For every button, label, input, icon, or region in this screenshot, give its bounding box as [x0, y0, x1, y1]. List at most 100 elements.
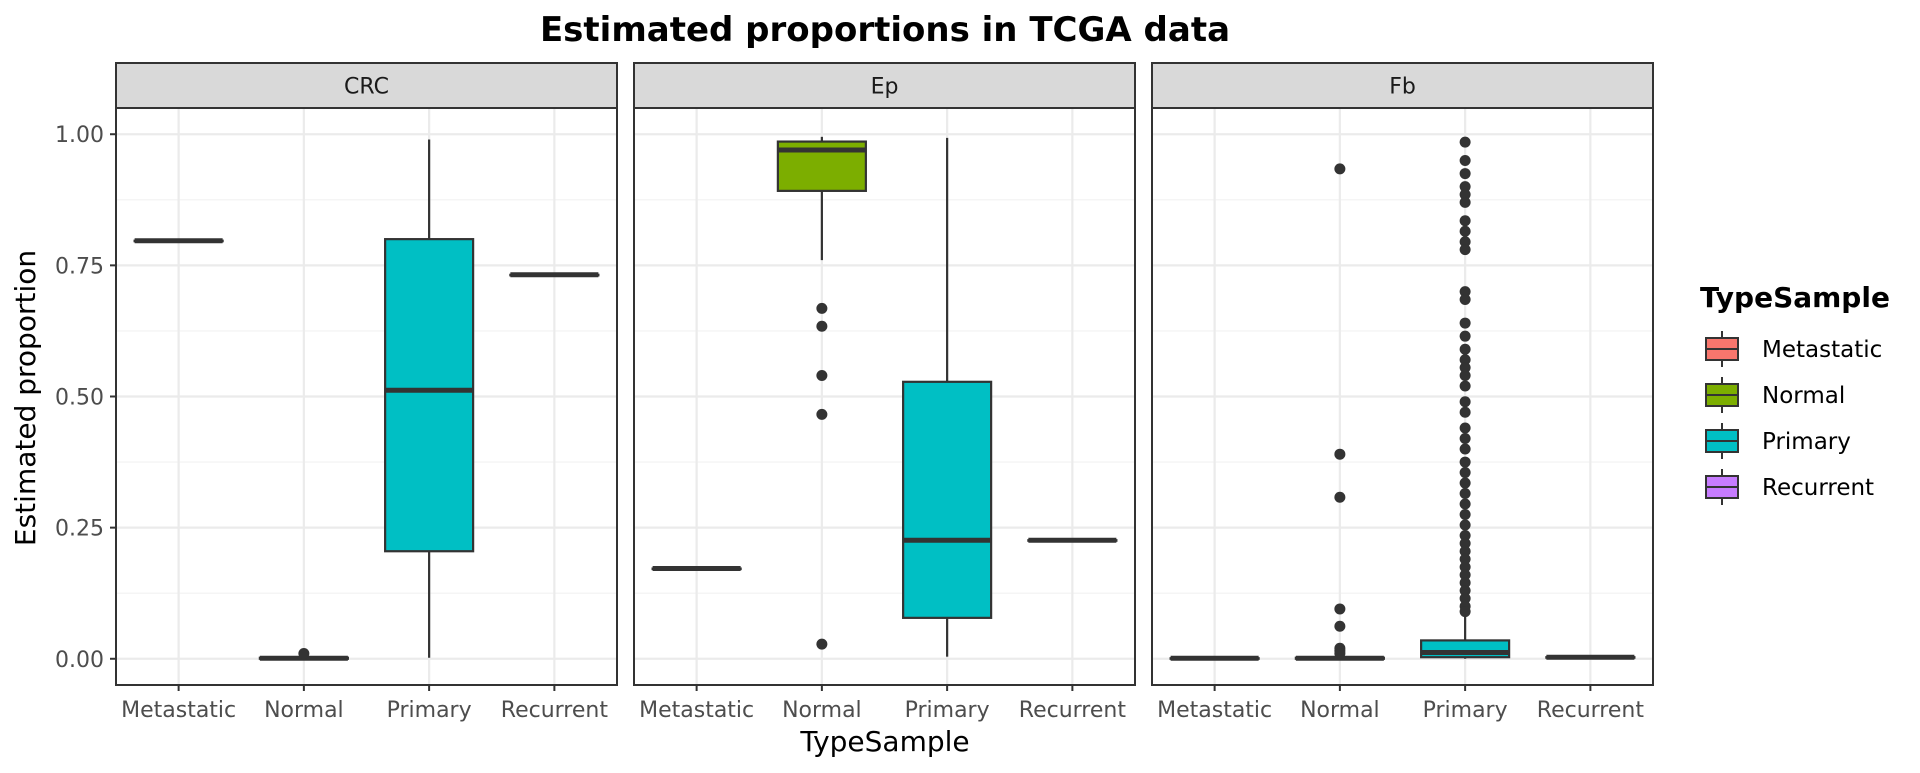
outlier-point — [1334, 491, 1346, 503]
outlier-point — [1459, 406, 1471, 418]
outlier-point — [1459, 585, 1471, 597]
legend-key-normal: Normal — [1705, 377, 1845, 413]
outlier-point — [298, 648, 310, 660]
outlier-point — [1459, 488, 1471, 500]
facet-panels: CRC Metastatic Normal Primary Recurrent Ep Met… — [115, 62, 1654, 723]
outlier-point — [1459, 181, 1471, 193]
facet-strip-label: Fb — [1389, 75, 1416, 100]
box-primary — [384, 139, 475, 658]
outlier-point — [1459, 577, 1471, 589]
outlier-point — [1459, 606, 1471, 618]
outlier-point — [1459, 244, 1471, 256]
box-normal — [258, 648, 349, 661]
outlier-point — [1459, 236, 1471, 248]
outlier-point — [1459, 154, 1471, 166]
chart-title: Estimated proportions in TCGA data — [540, 10, 1230, 50]
outlier-point — [816, 638, 828, 650]
legend-label: Normal — [1762, 383, 1845, 409]
facet-panel-fb: Fb Metastatic Normal Primary Recurrent — [1151, 62, 1654, 723]
box-metastatic — [1169, 655, 1260, 661]
outlier-point — [1459, 509, 1471, 521]
outlier-point — [1459, 498, 1471, 510]
outlier-point — [1459, 196, 1471, 208]
outlier-point — [1459, 317, 1471, 329]
legend-label: Metastatic — [1762, 337, 1882, 363]
y-axis-title: Estimated proportion — [9, 250, 42, 546]
outlier-point — [1459, 519, 1471, 531]
box-metastatic — [133, 238, 224, 244]
box-body — [902, 380, 993, 619]
y-tick-label: 0.25 — [55, 517, 104, 542]
y-axis: 0.00 0.25 0.50 0.75 1.00 — [55, 123, 116, 673]
outlier-point — [1334, 648, 1346, 660]
outlier-point — [1334, 448, 1346, 460]
outlier-point — [1459, 354, 1471, 366]
y-tick-label: 0.00 — [55, 648, 104, 673]
x-tick-label: Recurrent — [1019, 698, 1127, 723]
outlier-point — [1459, 370, 1471, 382]
outlier-point — [1459, 293, 1471, 305]
box-normal — [776, 136, 867, 650]
outlier-point — [1459, 561, 1471, 573]
outlier-point — [1459, 422, 1471, 434]
legend-key-primary: Primary — [1705, 423, 1851, 459]
x-tick-label: Metastatic — [121, 698, 236, 723]
box-body — [384, 238, 475, 553]
x-tick-label: Normal — [264, 698, 344, 723]
outlier-point — [1459, 432, 1471, 444]
outlier-point — [1459, 443, 1471, 455]
outlier-point — [1459, 168, 1471, 180]
outlier-point — [1459, 592, 1471, 604]
outlier-point — [1459, 136, 1471, 148]
outlier-point — [1459, 456, 1471, 468]
legend-key-metastatic: Metastatic — [1705, 331, 1882, 367]
x-axis-title: TypeSample — [799, 725, 969, 758]
outlier-point — [816, 408, 828, 420]
box-recurrent — [1027, 537, 1118, 543]
outlier-point — [1334, 620, 1346, 632]
box-primary — [1420, 136, 1511, 659]
facet-panel-ep: Ep Metastatic Normal Primary Recurrent — [633, 62, 1136, 723]
box-recurrent — [1545, 654, 1636, 660]
facet-strip — [1151, 62, 1654, 109]
legend: TypeSample Metastatic Normal Primary Recurr… — [1700, 281, 1890, 505]
x-tick-label: Primary — [905, 698, 990, 723]
facet-strip — [115, 62, 618, 109]
legend-title: TypeSample — [1700, 281, 1890, 314]
y-tick-label: 0.50 — [55, 386, 104, 411]
outlier-point — [816, 320, 828, 332]
facet-panel-crc: CRC Metastatic Normal Primary Recurrent — [115, 62, 618, 723]
x-tick-label: Primary — [1423, 698, 1508, 723]
outlier-point — [1459, 467, 1471, 479]
outlier-point — [1459, 362, 1471, 374]
x-tick-label: Recurrent — [501, 698, 609, 723]
outlier-point — [1459, 189, 1471, 201]
outlier-point — [1459, 569, 1471, 581]
outlier-point — [1459, 396, 1471, 408]
outlier-point — [1459, 225, 1471, 237]
box-recurrent — [509, 272, 600, 278]
box-normal — [1294, 163, 1385, 661]
outlier-point — [1459, 330, 1471, 342]
outlier-point — [1459, 477, 1471, 489]
outlier-point — [1459, 530, 1471, 542]
y-tick-label: 1.00 — [55, 123, 104, 148]
outlier-point — [1459, 343, 1471, 355]
outlier-point — [1459, 215, 1471, 227]
outlier-point — [816, 302, 828, 314]
outlier-point — [1334, 163, 1346, 175]
outlier-point — [1459, 286, 1471, 298]
facet-strip — [633, 62, 1136, 109]
outlier-point — [1459, 537, 1471, 549]
outlier-point — [1334, 603, 1346, 615]
outlier-point — [1459, 553, 1471, 565]
outlier-point — [1459, 545, 1471, 557]
x-tick-label: Normal — [782, 698, 862, 723]
facet-strip-label: CRC — [344, 75, 389, 100]
x-tick-label: Primary — [387, 698, 472, 723]
x-tick-label: Metastatic — [639, 698, 754, 723]
legend-key-recurrent: Recurrent — [1705, 469, 1874, 505]
legend-label: Recurrent — [1762, 475, 1874, 501]
